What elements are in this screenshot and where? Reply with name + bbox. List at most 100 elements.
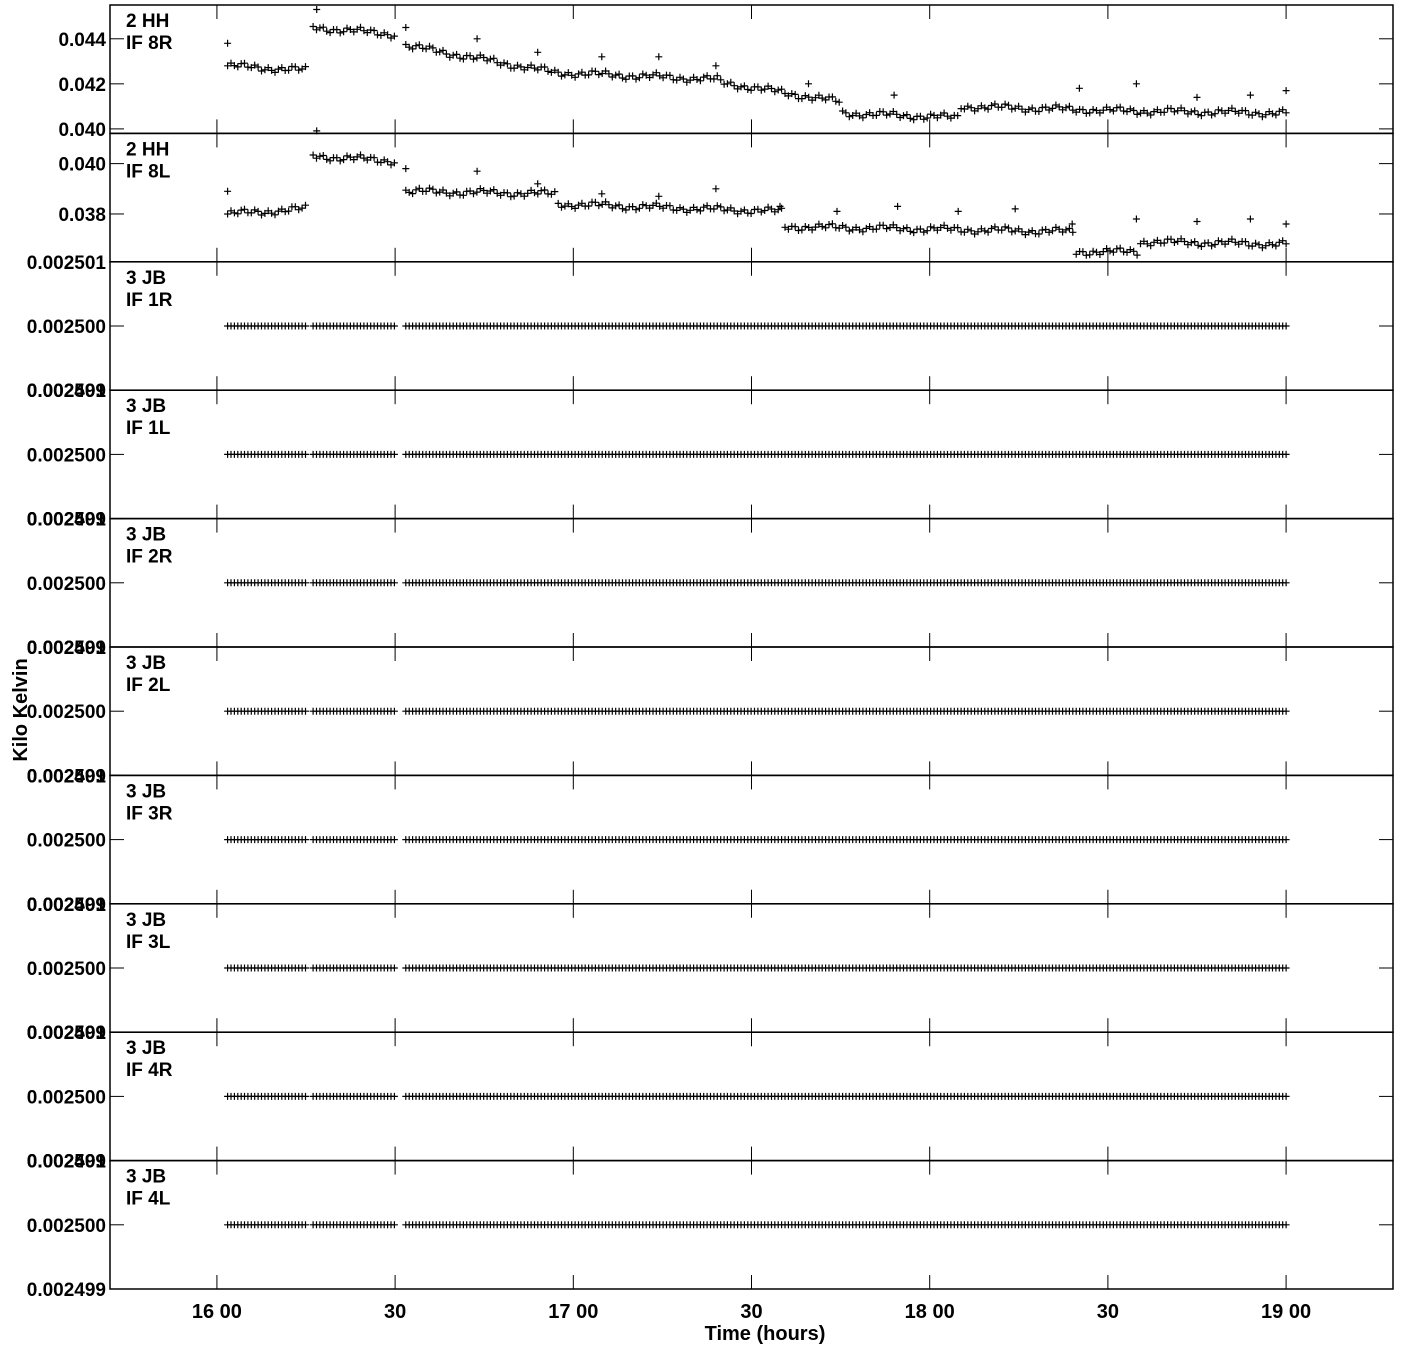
data-point <box>801 223 809 230</box>
data-point <box>768 85 775 92</box>
data-point <box>612 71 620 79</box>
outlier-point <box>1246 91 1254 99</box>
data-point <box>534 190 542 198</box>
outlier-point <box>224 39 232 47</box>
data-point <box>964 102 972 110</box>
x-tick-label: 30 <box>1097 1301 1119 1323</box>
panel-label: 3 JB <box>126 910 166 931</box>
data-point <box>906 227 914 235</box>
data-point <box>906 114 914 122</box>
data-point <box>954 224 962 232</box>
data-point <box>426 42 433 50</box>
y-tick-label: 0.002499 <box>27 1152 106 1173</box>
data-point <box>652 199 660 207</box>
data-point <box>893 224 901 232</box>
data-point <box>612 202 620 210</box>
data-point <box>629 203 637 211</box>
data-point <box>615 70 623 78</box>
data-point <box>1255 110 1263 118</box>
data-point <box>679 205 687 213</box>
data-point <box>343 24 351 32</box>
data-point <box>703 72 711 80</box>
outlier-point <box>598 53 606 61</box>
outlier-point <box>402 165 410 173</box>
data-point <box>893 110 901 118</box>
y-tick-label: 0.002500 <box>27 317 106 338</box>
data-point <box>1204 239 1212 247</box>
outlier-point <box>1068 220 1076 228</box>
data-point <box>1228 104 1236 112</box>
data-point <box>409 45 417 53</box>
data-point <box>903 111 911 119</box>
data-point <box>302 964 309 972</box>
data-point <box>713 202 721 210</box>
data-point <box>974 228 982 236</box>
outlier-point <box>1132 215 1140 223</box>
data-point <box>343 152 351 160</box>
outlier-point <box>598 190 606 198</box>
data-point <box>998 103 1006 111</box>
data-point <box>390 579 398 587</box>
data-point <box>1025 106 1033 113</box>
data-point <box>453 188 461 196</box>
data-point <box>429 44 437 52</box>
data-point <box>390 1092 398 1100</box>
data-point <box>459 191 467 199</box>
outlier-point <box>1011 205 1019 213</box>
data-point <box>390 836 398 844</box>
data-point <box>920 115 928 123</box>
data-point <box>595 71 603 79</box>
outlier-point <box>1193 218 1201 225</box>
data-point <box>1049 227 1056 235</box>
data-point <box>798 95 806 103</box>
outlier-point <box>805 80 812 88</box>
y-tick-label: 0.040 <box>58 120 106 141</box>
data-point <box>274 65 282 73</box>
data-point <box>696 207 704 215</box>
data-point <box>696 77 704 85</box>
panel-label: 3 JB <box>126 525 166 546</box>
outlier-point <box>954 207 962 215</box>
data-point <box>666 71 674 79</box>
data-point <box>632 75 640 83</box>
data-point <box>254 207 262 215</box>
data-point <box>788 90 796 98</box>
outlier-point <box>402 24 410 31</box>
data-point <box>1106 106 1114 114</box>
outlier-point <box>1282 220 1290 228</box>
y-tick-label: 0.002500 <box>27 702 106 723</box>
data-point <box>676 204 684 212</box>
data-point <box>302 322 309 330</box>
data-point <box>1147 111 1155 119</box>
y-tick-label: 0.002501 <box>27 510 107 531</box>
data-point <box>1279 106 1287 114</box>
data-point <box>1255 241 1263 249</box>
outlier-point <box>894 202 902 210</box>
data-point <box>1181 238 1188 245</box>
y-tick-label: 0.002500 <box>27 959 106 980</box>
data-point <box>1065 225 1073 232</box>
data-point <box>720 207 728 215</box>
data-point <box>757 208 765 216</box>
data-point <box>605 201 613 209</box>
data-point <box>1008 105 1016 113</box>
data-point <box>285 66 293 74</box>
data-point <box>740 206 748 214</box>
panel-label: 3 JB <box>126 396 166 417</box>
data-point <box>761 85 769 93</box>
data-point <box>1099 106 1107 114</box>
data-point <box>1282 579 1290 587</box>
data-point <box>927 223 935 231</box>
x-tick-label: 17 00 <box>548 1301 598 1323</box>
data-point <box>295 66 303 74</box>
data-point <box>268 209 276 217</box>
data-point <box>1242 107 1249 115</box>
data-point <box>916 225 924 233</box>
data-point <box>1079 248 1087 256</box>
data-point <box>954 112 962 120</box>
data-point <box>1086 109 1094 117</box>
data-point <box>1187 108 1195 116</box>
data-point <box>595 202 603 210</box>
